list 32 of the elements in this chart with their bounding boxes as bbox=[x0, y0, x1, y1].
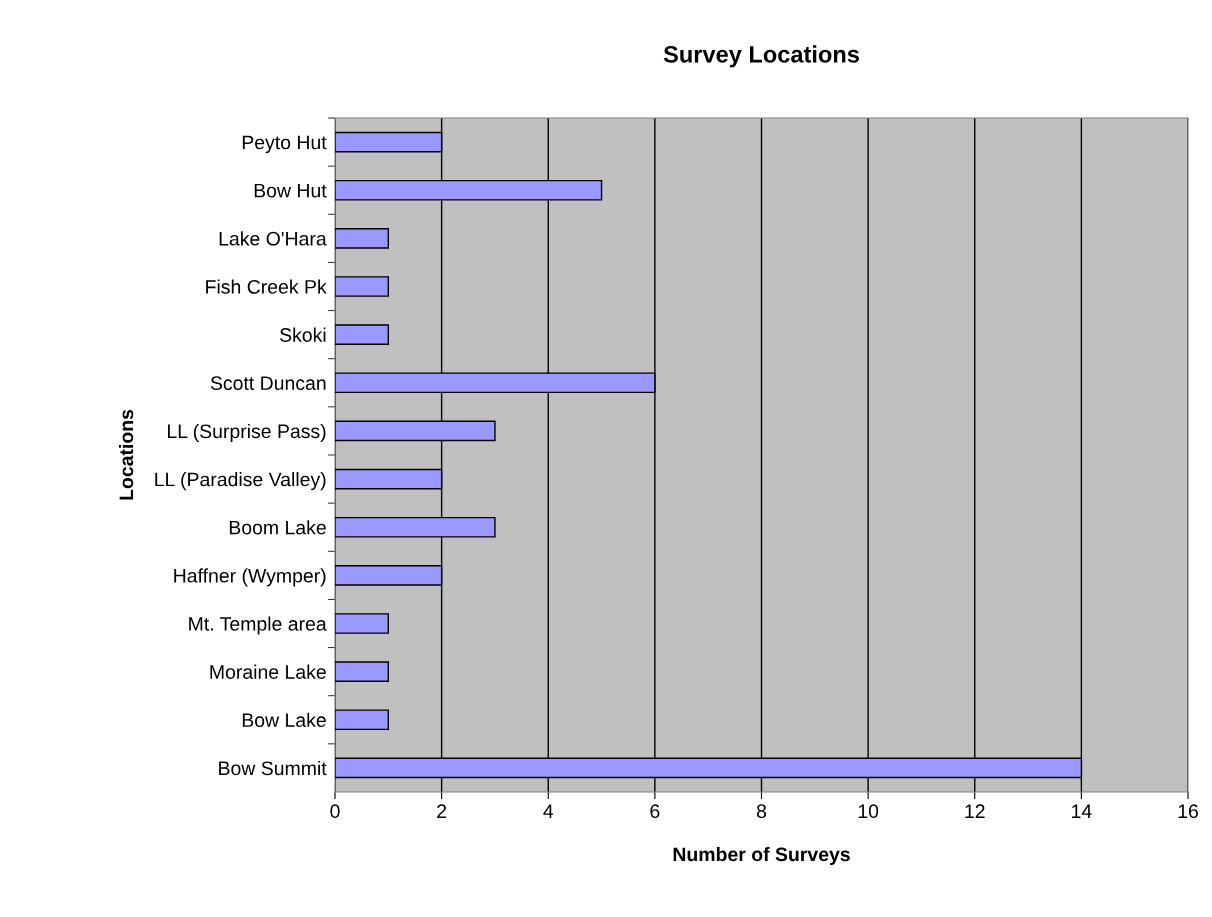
bar bbox=[335, 276, 390, 297]
x-tick-label: 12 bbox=[965, 804, 985, 818]
x-tick-label: 16 bbox=[1178, 804, 1198, 819]
x-tick-label: 6 bbox=[650, 804, 660, 819]
bar bbox=[335, 661, 390, 682]
y-tick-label: Bow Summit bbox=[219, 760, 327, 776]
x-tick-label: 8 bbox=[756, 804, 767, 819]
x-tick-label: 4 bbox=[543, 804, 554, 818]
x-tick-label: 10 bbox=[858, 804, 879, 819]
y-tick-label: Fish Creek Pk bbox=[206, 279, 327, 294]
x-tick-label: 14 bbox=[1072, 804, 1092, 818]
y-tick-label: LL (Paradise Valley) bbox=[155, 472, 326, 491]
y-tick-label: Mt. Temple area bbox=[189, 616, 327, 635]
x-tick-label: 0 bbox=[330, 804, 340, 819]
y-tick-label: Bow Lake bbox=[242, 712, 326, 728]
x-tick-label: 2 bbox=[437, 804, 447, 818]
y-axis-title: Locations bbox=[118, 409, 134, 500]
bar bbox=[335, 613, 390, 634]
bar bbox=[335, 228, 390, 249]
x-axis-title: Number of Surveys bbox=[673, 846, 850, 866]
y-tick-label: LL (Surprise Pass) bbox=[167, 423, 326, 443]
chart-title: Survey Locations bbox=[663, 45, 859, 68]
y-tick-label: Lake O'Hara bbox=[219, 231, 327, 246]
bar bbox=[335, 709, 390, 731]
y-tick-label: Haffner (Wymper) bbox=[174, 568, 326, 587]
y-tick-label: Boom Lake bbox=[229, 520, 326, 535]
y-tick-label: Peyto Hut bbox=[242, 135, 327, 154]
y-tick-label: Skoki bbox=[280, 327, 326, 342]
y-tick-label: Scott Duncan bbox=[210, 376, 326, 391]
y-tick-label: Moraine Lake bbox=[210, 664, 326, 679]
y-tick-label: Bow Hut bbox=[254, 183, 327, 198]
bar bbox=[335, 324, 390, 345]
